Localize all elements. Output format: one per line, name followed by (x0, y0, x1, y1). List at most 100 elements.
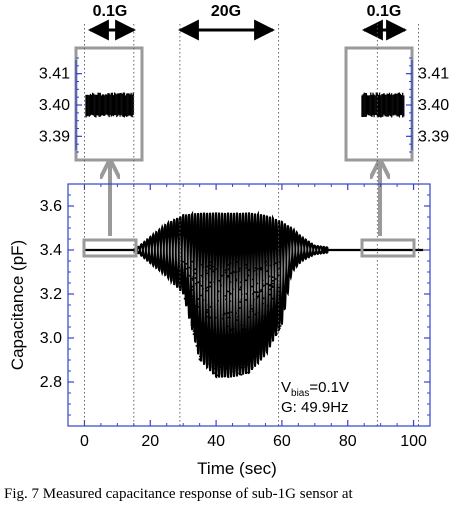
response-sample (269, 293, 272, 296)
response-sample (230, 347, 232, 350)
response-sample (184, 294, 187, 297)
response-sample (213, 338, 216, 341)
time-markers (84, 24, 419, 426)
response-sample (264, 297, 267, 300)
response-sample (254, 348, 257, 351)
response-sample (206, 308, 208, 311)
response-sample (232, 328, 235, 331)
response-sample (227, 349, 230, 352)
inset-left-data (85, 92, 134, 118)
response-sample (250, 289, 252, 291)
response-sample (195, 284, 198, 287)
response-sample (278, 261, 281, 264)
inset-left-ticks: 3.39 3.40 3.41 (39, 57, 82, 153)
response-sample (276, 290, 279, 293)
response-sample (209, 261, 212, 264)
response-sample (237, 281, 240, 284)
y-tick-label: 3.4 (40, 242, 62, 259)
response-sample (280, 297, 282, 300)
response-sample (277, 274, 280, 277)
x-axis-label: Time (sec) (197, 459, 277, 478)
response-sample (210, 284, 213, 287)
inset-y-tick-label: 3.40 (39, 97, 70, 114)
response-sample (250, 357, 253, 359)
response-sample (190, 321, 193, 324)
response-sample (248, 354, 251, 356)
response-sample (231, 349, 234, 352)
response-sample (204, 305, 207, 308)
span-annotations: 0.1G 20G 0.1G (87, 3, 408, 41)
response-sample (273, 290, 275, 292)
response-sample (217, 299, 220, 302)
response-sample (231, 370, 233, 373)
response-sample (218, 279, 221, 282)
response-sample (204, 328, 207, 331)
response-sample (248, 348, 251, 351)
response-sample (191, 298, 194, 301)
response-sample (201, 281, 204, 284)
response-sample (245, 299, 247, 301)
response-sample (243, 362, 246, 365)
response-sample (265, 344, 268, 347)
response-sample (249, 292, 252, 295)
response-sample (249, 290, 252, 293)
response-sample (257, 353, 260, 356)
response-sample (191, 308, 194, 311)
response-sample (206, 341, 209, 344)
response-sample (229, 300, 232, 302)
response-sample (195, 317, 197, 319)
response-sample (257, 341, 260, 343)
response-sample (188, 274, 191, 277)
response-sample (237, 341, 240, 343)
response-sample (256, 297, 258, 300)
response-sample (215, 364, 218, 367)
response-sample (235, 270, 238, 273)
response-sample (263, 348, 266, 351)
x-tick-label: 20 (141, 433, 159, 450)
response-sample (248, 338, 251, 341)
response-sample (196, 322, 198, 325)
response-sample (215, 268, 218, 271)
response-sample (228, 314, 231, 317)
response-sample (275, 262, 277, 265)
response-sample (209, 264, 211, 267)
response-sample (200, 284, 203, 287)
response-sample (202, 288, 204, 290)
inset-y-tick-label: 3.41 (418, 66, 449, 83)
response-sample (197, 305, 200, 308)
right-span-label: 0.1G (367, 3, 402, 20)
response-sample (223, 363, 226, 366)
response-sample (182, 283, 185, 285)
response-sample (205, 287, 208, 290)
x-tick-label: 80 (339, 433, 357, 450)
response-sample (208, 285, 211, 288)
response-sample (217, 290, 220, 293)
response-sample (229, 281, 232, 283)
response-sample (192, 269, 195, 272)
response-sample (251, 310, 254, 313)
response-sample (213, 357, 216, 359)
response-sample (234, 266, 237, 269)
response-sample (230, 311, 233, 314)
response-sample (199, 282, 201, 285)
response-sample (202, 266, 204, 269)
response-sample (265, 339, 268, 342)
response-sample (182, 274, 185, 277)
response-sample (277, 329, 280, 332)
response-sample (243, 366, 245, 369)
response-sample (214, 316, 217, 319)
response-sample (189, 316, 192, 319)
response-sample (278, 309, 281, 312)
response-sample (204, 320, 207, 323)
inset-y-tick-label: 3.39 (418, 128, 449, 145)
frequency-annotation: G: 49.9Hz (281, 399, 349, 416)
response-sample (191, 260, 193, 263)
response-sample (219, 366, 222, 368)
response-sample (272, 279, 274, 282)
response-sample (228, 261, 231, 264)
response-sample (245, 263, 247, 266)
response-sample (182, 271, 185, 274)
response-sample (240, 320, 243, 323)
response-sample (278, 302, 281, 305)
response-sample (195, 275, 198, 278)
